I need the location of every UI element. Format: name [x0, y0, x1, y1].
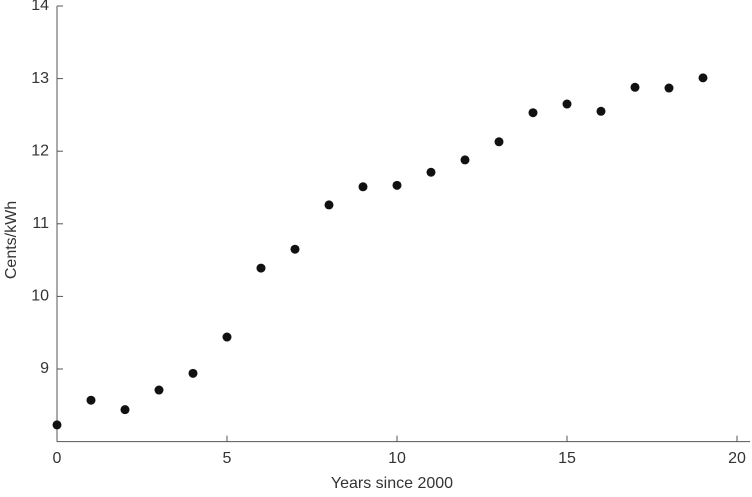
point — [596, 106, 606, 116]
y-tick-label: 12 — [31, 142, 49, 159]
point — [358, 182, 368, 192]
point — [528, 108, 538, 118]
point — [562, 99, 572, 109]
point — [698, 73, 708, 83]
x-tick-label: 10 — [388, 450, 406, 467]
point — [120, 405, 130, 415]
x-tick-label: 20 — [728, 450, 746, 467]
point — [222, 332, 232, 342]
y-tick-label: 13 — [31, 70, 49, 87]
y-axis-title: Cents/kWh — [3, 201, 20, 279]
y-tick-label: 9 — [40, 360, 49, 377]
x-tick-label: 15 — [558, 450, 576, 467]
point — [460, 155, 470, 165]
point — [256, 263, 266, 273]
point — [664, 83, 674, 93]
x-tick-label: 5 — [223, 450, 232, 467]
point — [52, 420, 62, 430]
point — [392, 180, 402, 190]
point — [426, 167, 436, 177]
point — [154, 385, 164, 395]
y-tick-label: 11 — [32, 215, 49, 232]
point — [324, 200, 334, 210]
point — [494, 137, 504, 147]
x-axis-title: Years since 2000 — [331, 475, 453, 492]
y-tick-label: 10 — [31, 288, 49, 305]
point — [86, 395, 96, 405]
point — [290, 244, 300, 254]
x-tick-label: 0 — [53, 450, 62, 467]
y-tick-label: 14 — [31, 0, 49, 14]
point — [630, 82, 640, 92]
point — [188, 368, 198, 378]
